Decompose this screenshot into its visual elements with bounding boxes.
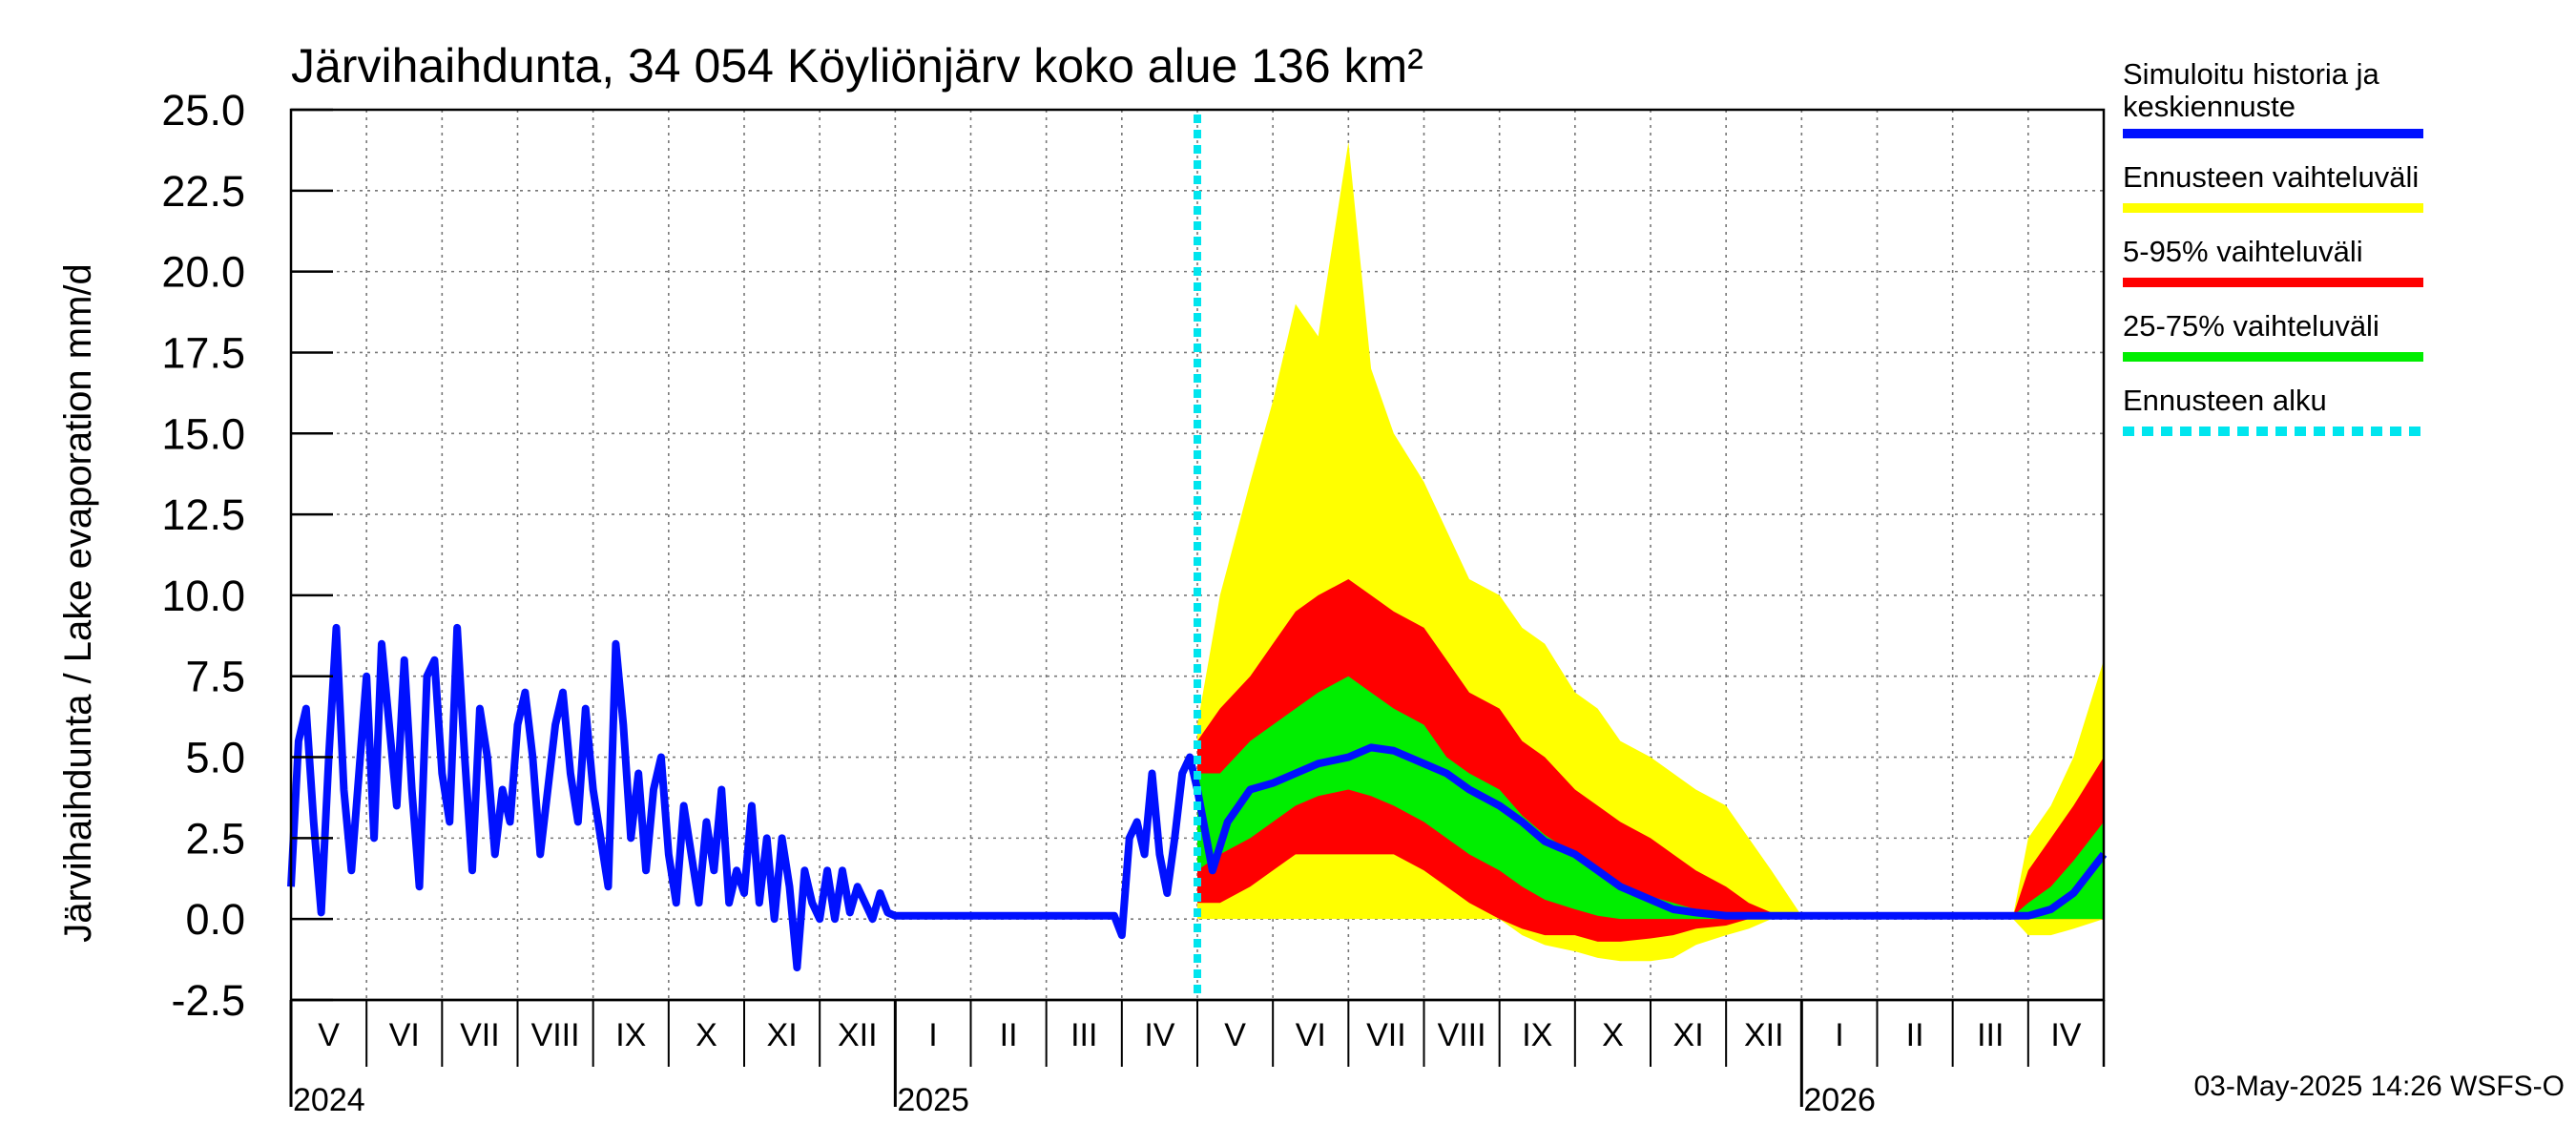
x-month-label: XI	[767, 1017, 798, 1053]
y-tick-label: 12.5	[161, 490, 245, 539]
median-forecast-line	[1194, 743, 2108, 920]
x-axis: V VI VII VIII IX X XI XII I II III IV V VI VII VIII IX X X…	[289, 998, 2106, 1118]
history-line	[287, 623, 1201, 972]
x-month-label: VI	[389, 1017, 420, 1053]
x-month-label: VIII	[1438, 1017, 1486, 1053]
x-month-label: XII	[1744, 1017, 1784, 1053]
x-month-label: V	[1224, 1017, 1246, 1053]
x-month-label: VII	[460, 1017, 500, 1053]
x-year-label: 2024	[293, 1082, 365, 1118]
x-month-label: X	[1602, 1017, 1624, 1053]
y-tick-label: 15.0	[161, 409, 245, 458]
x-month-label: III	[1070, 1017, 1097, 1053]
forecast-bands	[1197, 141, 2104, 962]
legend-label: 5-95% vaihteluväli	[2123, 235, 2363, 268]
chart-title: Järvihaihdunta, 34 054 Köyliönjärv koko …	[291, 39, 1423, 93]
y-tick-label: 7.5	[185, 653, 245, 701]
legend-label: keskiennuste	[2123, 90, 2296, 123]
y-tick-label: 25.0	[161, 86, 245, 135]
x-month-label: III	[1977, 1017, 2004, 1053]
legend-label: Simuloitu historia ja	[2123, 57, 2380, 91]
x-month-label: V	[318, 1017, 340, 1053]
y-tick-label: -2.5	[171, 976, 245, 1025]
x-month-label: VII	[1366, 1017, 1406, 1053]
x-year-label: 2025	[897, 1082, 969, 1118]
y-tick-label: 5.0	[185, 734, 245, 782]
x-month-label: IV	[1144, 1017, 1174, 1053]
band-3	[1197, 676, 2104, 920]
x-month-label: XI	[1673, 1017, 1704, 1053]
x-month-label: II	[1906, 1017, 1924, 1053]
x-month-label: VIII	[531, 1017, 580, 1053]
y-tick-label: 10.0	[161, 572, 245, 620]
y-tick-label: 22.5	[161, 167, 245, 216]
series-lines	[287, 114, 2108, 1000]
legend-label: Ennusteen vaihteluväli	[2123, 160, 2419, 194]
y-tick-label: 20.0	[161, 248, 245, 297]
y-ticks: 25.0 22.5 20.0 17.5 15.0 12.5 10.0 7.5 5.0 2.5 0.0…	[161, 86, 333, 1025]
x-month-label: II	[1000, 1017, 1018, 1053]
y-tick-label: 0.0	[185, 895, 245, 944]
legend-label: 25-75% vaihteluväli	[2123, 309, 2379, 343]
x-month-label: IV	[2050, 1017, 2081, 1053]
footer-timestamp: 03-May-2025 14:26 WSFS-O	[2194, 1071, 2566, 1102]
x-month-label: I	[1835, 1017, 1843, 1053]
x-month-label: I	[928, 1017, 937, 1053]
x-month-label: IX	[1522, 1017, 1552, 1053]
band-2	[1197, 578, 2104, 942]
y-axis-label: Järvihaihdunta / Lake evaporation mm/d	[57, 263, 99, 943]
x-year-label: 2026	[1803, 1082, 1876, 1118]
x-month-label: XII	[838, 1017, 878, 1053]
x-month-label: IX	[615, 1017, 646, 1053]
legend-label: Ennusteen alku	[2123, 384, 2327, 417]
x-month-label: VI	[1296, 1017, 1326, 1053]
y-tick-label: 2.5	[185, 814, 245, 863]
y-tick-label: 17.5	[161, 328, 245, 377]
x-month-label: X	[696, 1017, 717, 1053]
